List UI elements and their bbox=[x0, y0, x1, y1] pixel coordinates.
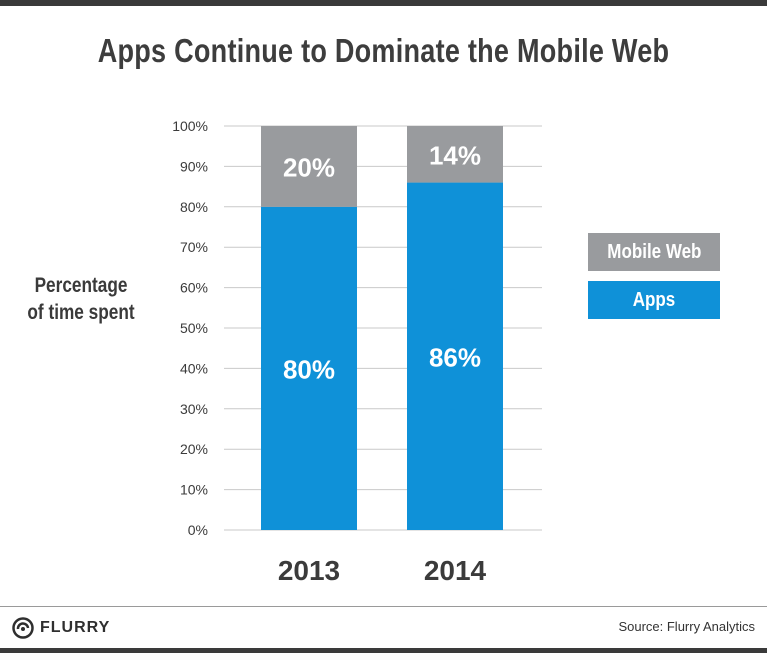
y-tick-label: 40% bbox=[180, 360, 208, 376]
x-tick-labels: 2013 2014 bbox=[278, 555, 487, 586]
legend-item-apps: Apps bbox=[588, 281, 720, 319]
legend-label-apps: Apps bbox=[632, 288, 676, 311]
flurry-swirl-icon bbox=[12, 617, 34, 639]
bar-apps-2013 bbox=[261, 206, 357, 531]
chart-panel: Apps Continue to Dominate the Mobile Web… bbox=[0, 6, 767, 606]
y-tick-label: 10% bbox=[180, 482, 208, 498]
y-axis-label: Percentage of time spent bbox=[23, 272, 139, 326]
bar-apps-2014 bbox=[407, 182, 503, 530]
footer: FLURRY Source: Flurry Analytics bbox=[0, 606, 767, 648]
bar-mobile-web-2013 bbox=[261, 126, 357, 207]
y-tick-label: 80% bbox=[180, 199, 208, 215]
y-tick-labels: 0% 10% 20% 30% 40% 50% 60% 70% 80% 90% 100% bbox=[172, 118, 208, 538]
y-tick-label: 20% bbox=[180, 441, 208, 457]
stacked-bar-chart: 0% 10% 20% 30% 40% 50% 60% 70% 80% 90% 100% 80% 20%… bbox=[172, 118, 542, 586]
x-tick-label: 2014 bbox=[424, 555, 487, 586]
source-note: Source: Flurry Analytics bbox=[618, 619, 755, 634]
y-axis-label-line-2: of time spent bbox=[27, 301, 135, 324]
y-tick-label: 50% bbox=[180, 320, 208, 336]
data-label-mobile-web-2013: 20% bbox=[283, 152, 335, 182]
data-label-mobile-web-2014: 14% bbox=[429, 140, 481, 170]
data-label-apps-2014: 86% bbox=[429, 342, 481, 372]
flurry-logo-text: FLURRY bbox=[40, 619, 111, 636]
segment-labels: 80% 20% 86% 14% bbox=[283, 140, 481, 384]
bar-mobile-web-2014 bbox=[407, 126, 503, 183]
y-tick-label: 70% bbox=[180, 239, 208, 255]
y-axis-label-line-1: Percentage bbox=[34, 274, 128, 297]
x-tick-label: 2013 bbox=[278, 555, 340, 586]
bars bbox=[261, 126, 503, 531]
flurry-logo: FLURRY bbox=[12, 616, 110, 640]
y-tick-label: 30% bbox=[180, 401, 208, 417]
y-tick-label: 0% bbox=[188, 522, 208, 538]
y-tick-label: 100% bbox=[172, 118, 208, 134]
data-label-apps-2013: 80% bbox=[283, 354, 335, 384]
legend-item-mobile-web: Mobile Web bbox=[588, 233, 720, 271]
y-tick-label: 90% bbox=[180, 158, 208, 174]
y-tick-label: 60% bbox=[180, 280, 208, 296]
legend-label-mobile-web: Mobile Web bbox=[606, 240, 702, 263]
chart-title: Apps Continue to Dominate the Mobile Web bbox=[97, 32, 670, 69]
